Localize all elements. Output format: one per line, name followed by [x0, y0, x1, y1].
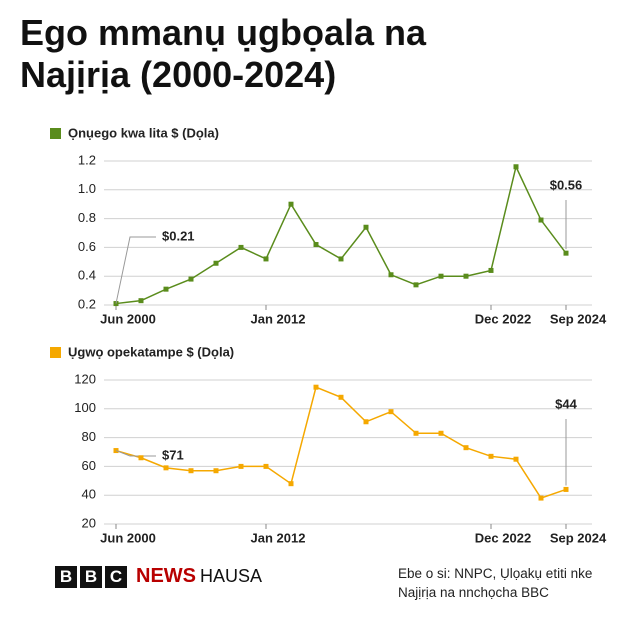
- value-label: $44: [555, 396, 577, 411]
- leader-line: [115, 236, 156, 304]
- x-tick-label: Dec 2022: [475, 311, 531, 326]
- point: [513, 164, 519, 170]
- legend-label: Ọnụego kwa lita $ (Dọla): [68, 125, 219, 140]
- point: [288, 201, 294, 207]
- point: [213, 468, 219, 474]
- x-tick-label: Sep 2024: [550, 530, 607, 545]
- point: [563, 250, 569, 256]
- legend-swatch: [50, 128, 61, 139]
- y-tick-label: 0.2: [78, 296, 96, 311]
- source: Ebe o si: NNPC, Ụlọakụ etiti nke Najịrịa…: [398, 566, 593, 600]
- legend-swatch: [50, 347, 61, 358]
- point: [288, 481, 294, 487]
- point: [463, 273, 469, 279]
- title: Ego mmanụ ụgbọala na Najịrịa (2000-2024): [20, 12, 427, 95]
- y-tick-label: 120: [74, 371, 96, 386]
- point: [363, 224, 369, 230]
- y-tick-label: 100: [74, 400, 96, 415]
- y-tick-label: 0.4: [78, 268, 96, 283]
- point: [488, 267, 494, 273]
- point: [163, 286, 169, 292]
- x-tick-label: Dec 2022: [475, 530, 531, 545]
- y-tick-label: 60: [82, 458, 96, 473]
- point: [263, 463, 269, 469]
- news: NEWS: [136, 565, 196, 587]
- point: [188, 468, 194, 474]
- point: [413, 282, 419, 288]
- point: [413, 430, 419, 436]
- x-tick-label: Jan 2012: [251, 311, 306, 326]
- point: [313, 242, 319, 248]
- point: [463, 445, 469, 451]
- point: [338, 394, 344, 400]
- point: [438, 430, 444, 436]
- logo-letter: B: [80, 565, 102, 588]
- x-tick-label: Jun 2000: [100, 530, 156, 545]
- point: [538, 217, 544, 223]
- value-label: $71: [162, 447, 184, 462]
- service: HAUSA: [200, 566, 263, 586]
- y-tick-label: 80: [82, 429, 96, 444]
- leader-line: [115, 450, 156, 457]
- branding: B B C NEWS HAUSA: [55, 565, 262, 588]
- point: [388, 272, 394, 278]
- point: [163, 465, 169, 471]
- y-tick-label: 1.0: [78, 181, 96, 196]
- point: [238, 244, 244, 250]
- point: [263, 256, 269, 262]
- point: [538, 495, 544, 501]
- y-tick-label: 1.2: [78, 152, 96, 167]
- point: [238, 463, 244, 469]
- legend-label: Ụgwọ opekatampe $ (Dọla): [68, 344, 234, 359]
- y-tick-label: 40: [82, 487, 96, 502]
- point: [138, 298, 144, 304]
- value-label: $0.21: [162, 228, 195, 243]
- point: [313, 384, 319, 390]
- point: [188, 276, 194, 282]
- y-tick-label: 0.8: [78, 210, 96, 225]
- y-tick-label: 20: [82, 515, 96, 530]
- point: [513, 456, 519, 462]
- point: [488, 453, 494, 459]
- y-tick-label: 0.6: [78, 239, 96, 254]
- point: [363, 419, 369, 425]
- point: [563, 486, 569, 492]
- point: [438, 273, 444, 279]
- x-tick-label: Jan 2012: [251, 530, 306, 545]
- point: [213, 260, 219, 266]
- value-label: $0.56: [550, 177, 583, 192]
- logo-letter: B: [55, 565, 77, 588]
- x-tick-label: Sep 2024: [550, 311, 607, 326]
- point: [388, 409, 394, 415]
- point: [138, 455, 144, 461]
- logo-letter: C: [105, 565, 127, 588]
- series-line: [115, 386, 567, 499]
- point: [338, 256, 344, 262]
- x-tick-label: Jun 2000: [100, 311, 156, 326]
